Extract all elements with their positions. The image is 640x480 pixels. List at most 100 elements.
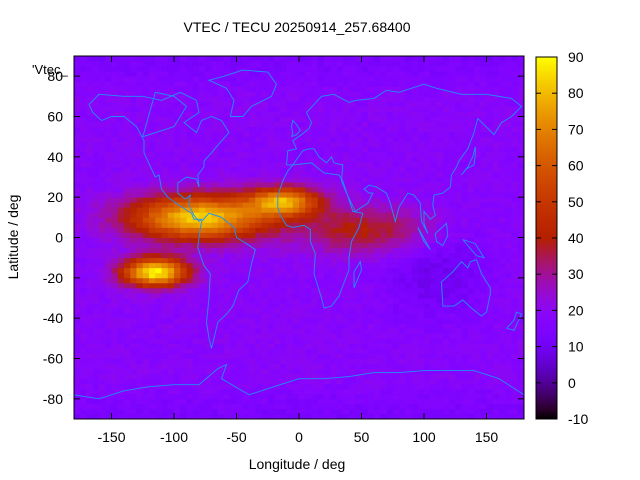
- heatmap-cell: [161, 262, 169, 269]
- heatmap-cell: [186, 76, 194, 82]
- heatmap-cell: [430, 343, 437, 349]
- heatmap-cell: [174, 212, 181, 218]
- heatmap-cell: [461, 182, 469, 188]
- heatmap-cell: [174, 348, 181, 354]
- heatmap-cell: [442, 403, 450, 410]
- heatmap-cell: [492, 247, 500, 254]
- heatmap-cell: [461, 166, 469, 173]
- heatmap-cell: [217, 66, 225, 72]
- heatmap-cell: [167, 116, 175, 122]
- heatmap-cell: [242, 161, 250, 168]
- heatmap-cell: [130, 86, 137, 92]
- heatmap-cell: [261, 318, 269, 324]
- heatmap-cell: [436, 368, 444, 375]
- heatmap-cell: [267, 353, 275, 359]
- heatmap-cell: [255, 287, 262, 294]
- heatmap-cell: [286, 303, 294, 309]
- heatmap-cell: [355, 318, 362, 324]
- heatmap-cell: [236, 368, 244, 375]
- heatmap-cell: [224, 413, 231, 420]
- heatmap-cell: [305, 247, 312, 254]
- heatmap-cell: [286, 353, 294, 359]
- heatmap-cell: [386, 318, 394, 324]
- heatmap-cell: [486, 166, 494, 173]
- heatmap-cell: [449, 247, 456, 254]
- heatmap-cell: [111, 232, 119, 238]
- heatmap-cell: [74, 292, 81, 299]
- heatmap-cell: [380, 318, 387, 324]
- heatmap-cell: [374, 257, 381, 264]
- heatmap-cell: [305, 257, 312, 264]
- heatmap-cell: [424, 161, 431, 168]
- heatmap-cell: [280, 161, 287, 168]
- heatmap-cell: [299, 156, 306, 163]
- heatmap-cell: [136, 121, 144, 127]
- heatmap-cell: [180, 318, 187, 324]
- heatmap-cell: [230, 323, 237, 329]
- heatmap-cell: [99, 212, 106, 218]
- heatmap-cell: [511, 378, 519, 385]
- heatmap-cell: [399, 101, 406, 107]
- heatmap-cell: [174, 257, 181, 264]
- heatmap-cell: [317, 328, 325, 334]
- heatmap-cell: [136, 151, 144, 158]
- heatmap-cell: [280, 333, 287, 339]
- heatmap-cell: [299, 272, 306, 279]
- heatmap-cell: [367, 313, 375, 319]
- heatmap-cell: [117, 358, 125, 364]
- heatmap-cell: [117, 343, 125, 349]
- heatmap-cell: [480, 161, 487, 168]
- heatmap-cell: [136, 338, 144, 344]
- heatmap-cell: [424, 262, 431, 269]
- heatmap-cell: [255, 76, 262, 82]
- heatmap-cell: [374, 247, 381, 254]
- heatmap-cell: [286, 343, 294, 349]
- heatmap-cell: [380, 403, 387, 410]
- heatmap-cell: [467, 232, 475, 238]
- heatmap-cell: [424, 227, 431, 233]
- heatmap-cell: [349, 166, 356, 173]
- heatmap-cell: [424, 86, 431, 92]
- heatmap-cell: [205, 131, 212, 138]
- heatmap-cell: [324, 212, 331, 218]
- heatmap-cell: [167, 313, 175, 319]
- heatmap-cell: [317, 398, 325, 405]
- heatmap-cell: [292, 116, 300, 122]
- heatmap-cell: [199, 267, 206, 274]
- heatmap-cell: [167, 111, 175, 117]
- heatmap-cell: [480, 207, 487, 213]
- heatmap-cell: [111, 66, 119, 72]
- heatmap-cell: [130, 71, 137, 77]
- heatmap-cell: [405, 287, 412, 294]
- heatmap-cell: [455, 318, 462, 324]
- heatmap-cell: [274, 292, 281, 299]
- heatmap-cell: [467, 192, 475, 198]
- heatmap-cell: [430, 408, 437, 415]
- heatmap-cell: [442, 313, 450, 319]
- heatmap-cell: [480, 237, 487, 243]
- heatmap-cell: [336, 207, 344, 213]
- heatmap-cell: [411, 373, 419, 380]
- heatmap-cell: [149, 257, 156, 264]
- heatmap-cell: [324, 242, 331, 248]
- heatmap-cell: [161, 393, 169, 400]
- heatmap-cell: [124, 237, 131, 243]
- heatmap-cell: [161, 217, 169, 223]
- heatmap-cell: [449, 232, 456, 238]
- heatmap-cell: [436, 116, 444, 122]
- heatmap-cell: [274, 111, 281, 117]
- heatmap-cell: [411, 348, 419, 354]
- heatmap-cell: [180, 287, 187, 294]
- heatmap-cell: [74, 106, 81, 112]
- heatmap-cell: [424, 388, 431, 395]
- heatmap-cell: [130, 403, 137, 410]
- heatmap-cell: [205, 383, 212, 390]
- heatmap-cell: [467, 151, 475, 158]
- heatmap-cell: [367, 111, 375, 117]
- heatmap-cell: [324, 126, 331, 133]
- heatmap-cell: [474, 227, 481, 233]
- heatmap-cell: [424, 187, 431, 193]
- heatmap-cell: [355, 116, 362, 122]
- heatmap-cell: [92, 71, 100, 77]
- heatmap-cell: [317, 343, 325, 349]
